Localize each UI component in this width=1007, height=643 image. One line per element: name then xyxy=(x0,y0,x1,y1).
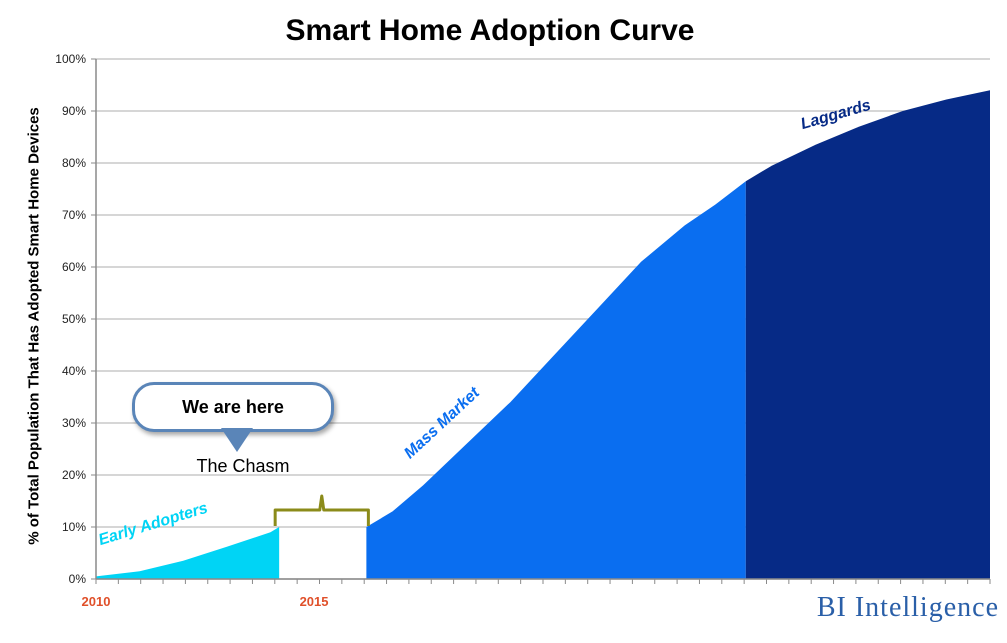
series-label-0: Early Adopters xyxy=(97,500,210,549)
y-tick-label: 40% xyxy=(62,364,86,378)
y-tick-label: 80% xyxy=(62,156,86,170)
chart-title: Smart Home Adoption Curve xyxy=(285,14,695,47)
y-tick-label: 70% xyxy=(62,208,86,222)
y-tick-label: 10% xyxy=(62,520,86,534)
x-tick-label: 2010 xyxy=(82,594,111,609)
we-are-here-callout: We are here xyxy=(132,382,334,432)
y-tick-label: 100% xyxy=(55,52,86,66)
y-tick-label: 30% xyxy=(62,416,86,430)
y-tick-label: 0% xyxy=(69,572,87,586)
y-tick-label: 60% xyxy=(62,260,86,274)
y-tick-label: 20% xyxy=(62,468,86,482)
x-tick-label: 2015 xyxy=(300,594,329,609)
y-tick-label: 90% xyxy=(62,104,86,118)
y-axis-label: % of Total Population That Has Adopted S… xyxy=(25,107,43,545)
chasm-brace xyxy=(273,494,370,526)
series-area-1 xyxy=(366,181,746,579)
callout-pointer xyxy=(221,428,253,452)
series-area-2 xyxy=(745,90,990,579)
bi-intelligence-logo: BI Intelligence xyxy=(816,592,999,623)
chasm-label: The Chasm xyxy=(196,456,290,476)
series-area-0 xyxy=(96,527,280,579)
y-tick-label: 50% xyxy=(62,312,86,326)
